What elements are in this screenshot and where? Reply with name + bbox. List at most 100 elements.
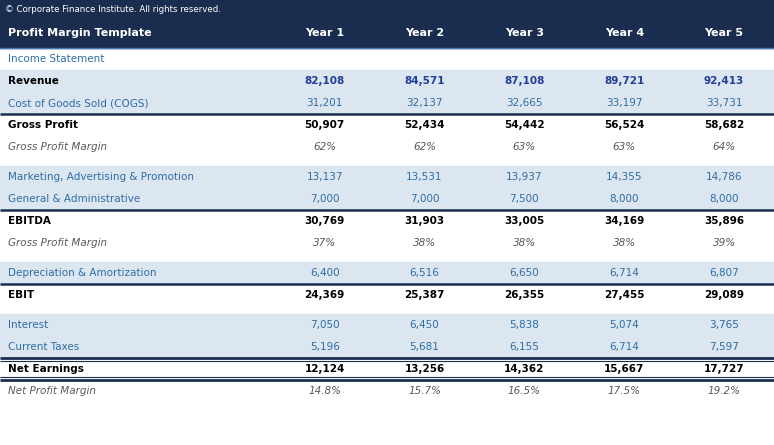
Text: 82,108: 82,108 xyxy=(304,76,345,86)
Text: 25,387: 25,387 xyxy=(404,290,445,300)
Text: 27,455: 27,455 xyxy=(604,290,645,300)
Text: 6,450: 6,450 xyxy=(409,320,440,330)
Text: 6,714: 6,714 xyxy=(609,342,639,352)
Text: 16.5%: 16.5% xyxy=(508,386,541,396)
Text: General & Administrative: General & Administrative xyxy=(8,194,140,204)
Text: © Corporate Finance Institute. All rights reserved.: © Corporate Finance Institute. All right… xyxy=(5,4,221,13)
Bar xyxy=(0,336,774,358)
Bar xyxy=(0,0,774,18)
Text: 6,155: 6,155 xyxy=(509,342,539,352)
Text: 6,650: 6,650 xyxy=(509,268,539,278)
Text: Year 5: Year 5 xyxy=(704,28,744,38)
Text: 17,727: 17,727 xyxy=(704,364,745,374)
Text: 14,355: 14,355 xyxy=(606,172,642,182)
Text: Year 3: Year 3 xyxy=(505,28,544,38)
Text: 54,442: 54,442 xyxy=(504,120,545,130)
Text: 38%: 38% xyxy=(413,238,436,248)
Text: Gross Profit Margin: Gross Profit Margin xyxy=(8,142,107,152)
Text: 6,516: 6,516 xyxy=(409,268,440,278)
Bar xyxy=(0,92,774,114)
Text: 6,714: 6,714 xyxy=(609,268,639,278)
Text: 13,531: 13,531 xyxy=(406,172,443,182)
Bar xyxy=(0,314,774,336)
Text: 8,000: 8,000 xyxy=(709,194,739,204)
Text: 13,256: 13,256 xyxy=(404,364,445,374)
Text: 7,000: 7,000 xyxy=(310,194,340,204)
Text: 89,721: 89,721 xyxy=(604,76,645,86)
Bar xyxy=(0,262,774,284)
Text: 32,137: 32,137 xyxy=(406,98,443,108)
Text: Cost of Goods Sold (COGS): Cost of Goods Sold (COGS) xyxy=(8,98,149,108)
Text: 19.2%: 19.2% xyxy=(707,386,741,396)
Text: EBITDA: EBITDA xyxy=(8,216,51,226)
Text: Gross Profit Margin: Gross Profit Margin xyxy=(8,238,107,248)
Text: 52,434: 52,434 xyxy=(404,120,445,130)
Text: 14.8%: 14.8% xyxy=(308,386,341,396)
Text: 35,896: 35,896 xyxy=(704,216,744,226)
Text: 5,196: 5,196 xyxy=(310,342,340,352)
Bar xyxy=(0,166,774,188)
Text: 7,500: 7,500 xyxy=(509,194,539,204)
Text: 64%: 64% xyxy=(713,142,735,152)
Text: 39%: 39% xyxy=(713,238,735,248)
Bar xyxy=(0,188,774,210)
Text: 63%: 63% xyxy=(513,142,536,152)
Text: EBIT: EBIT xyxy=(8,290,34,300)
Text: Revenue: Revenue xyxy=(8,76,59,86)
Text: 6,807: 6,807 xyxy=(709,268,739,278)
Text: 7,050: 7,050 xyxy=(310,320,340,330)
Text: 56,524: 56,524 xyxy=(604,120,645,130)
Text: 37%: 37% xyxy=(313,238,336,248)
Text: Income Statement: Income Statement xyxy=(8,54,104,64)
Text: 13,937: 13,937 xyxy=(506,172,543,182)
Bar xyxy=(0,18,774,48)
Text: 12,124: 12,124 xyxy=(304,364,345,374)
Text: Gross Profit: Gross Profit xyxy=(8,120,78,130)
Text: 8,000: 8,000 xyxy=(609,194,639,204)
Text: 26,355: 26,355 xyxy=(504,290,545,300)
Text: 31,201: 31,201 xyxy=(307,98,343,108)
Text: Year 4: Year 4 xyxy=(604,28,644,38)
Text: Year 1: Year 1 xyxy=(305,28,344,38)
Text: 58,682: 58,682 xyxy=(704,120,745,130)
Text: 33,005: 33,005 xyxy=(504,216,545,226)
Text: 50,907: 50,907 xyxy=(304,120,345,130)
Text: 5,681: 5,681 xyxy=(409,342,440,352)
Text: 33,731: 33,731 xyxy=(706,98,742,108)
Text: Interest: Interest xyxy=(8,320,48,330)
Text: 34,169: 34,169 xyxy=(604,216,645,226)
Text: 14,362: 14,362 xyxy=(504,364,545,374)
Text: 6,400: 6,400 xyxy=(310,268,340,278)
Text: 30,769: 30,769 xyxy=(304,216,345,226)
Text: 63%: 63% xyxy=(613,142,635,152)
Text: 13,137: 13,137 xyxy=(307,172,343,182)
Text: 38%: 38% xyxy=(613,238,635,248)
Text: 14,786: 14,786 xyxy=(706,172,742,182)
Text: 87,108: 87,108 xyxy=(504,76,545,86)
Text: Net Earnings: Net Earnings xyxy=(8,364,84,374)
Text: 62%: 62% xyxy=(413,142,436,152)
Text: 29,089: 29,089 xyxy=(704,290,744,300)
Text: Current Taxes: Current Taxes xyxy=(8,342,79,352)
Text: Net Profit Margin: Net Profit Margin xyxy=(8,386,96,396)
Text: 31,903: 31,903 xyxy=(405,216,444,226)
Text: 62%: 62% xyxy=(313,142,336,152)
Text: 17.5%: 17.5% xyxy=(608,386,641,396)
Text: 33,197: 33,197 xyxy=(606,98,642,108)
Text: Depreciation & Amortization: Depreciation & Amortization xyxy=(8,268,156,278)
Text: 32,665: 32,665 xyxy=(506,98,543,108)
Text: 84,571: 84,571 xyxy=(404,76,445,86)
Text: 7,597: 7,597 xyxy=(709,342,739,352)
Text: 15.7%: 15.7% xyxy=(408,386,441,396)
Text: 5,838: 5,838 xyxy=(509,320,539,330)
Text: 15,667: 15,667 xyxy=(604,364,645,374)
Text: 24,369: 24,369 xyxy=(304,290,345,300)
Text: Profit Margin Template: Profit Margin Template xyxy=(8,28,152,38)
Text: 7,000: 7,000 xyxy=(409,194,440,204)
Text: 92,413: 92,413 xyxy=(704,76,745,86)
Text: Year 2: Year 2 xyxy=(405,28,444,38)
Text: Marketing, Advertising & Promotion: Marketing, Advertising & Promotion xyxy=(8,172,194,182)
Text: 38%: 38% xyxy=(513,238,536,248)
Text: 5,074: 5,074 xyxy=(609,320,639,330)
Bar xyxy=(0,70,774,92)
